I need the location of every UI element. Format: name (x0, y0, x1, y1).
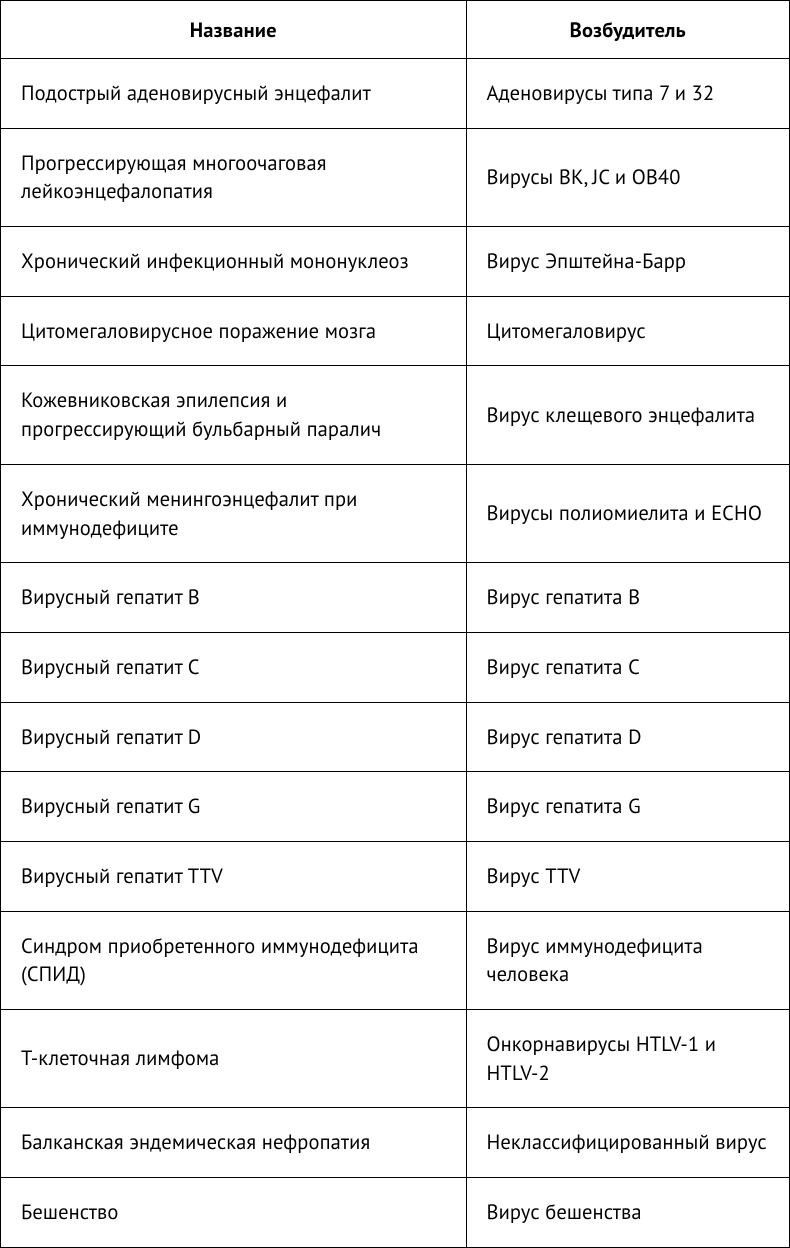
cell-pathogen: Вирусы полиомиелита и ECHO (466, 464, 790, 562)
cell-name: Бешенство (1, 1178, 467, 1248)
cell-pathogen: Вирус клещевого энцефалита (466, 366, 790, 464)
column-header-name: Название (1, 1, 467, 59)
table-row: Вирусный гепатит TTV Вирус TTV (1, 841, 790, 911)
cell-pathogen: Вирусы ВК, JC и ОВ40 (466, 128, 790, 226)
table-row: Вирусный гепатит В Вирус гепатита В (1, 563, 790, 633)
table-row: Вирусный гепатит D Вирус гепатита D (1, 702, 790, 772)
cell-name: Вирусный гепатит G (1, 772, 467, 842)
cell-name: Балканская эндемическая нефропатия (1, 1108, 467, 1178)
table-row: Т-клеточная лимфома Онкорнавирусы HTLV-1… (1, 1010, 790, 1108)
cell-pathogen: Вирус гепатита D (466, 702, 790, 772)
cell-pathogen: Аденовирусы типа 7 и 32 (466, 59, 790, 129)
cell-name: Синдром приобретенного иммунодефицита (С… (1, 911, 467, 1009)
cell-name: Хронический инфекционный мононуклеоз (1, 227, 467, 297)
cell-pathogen: Вирус TTV (466, 841, 790, 911)
cell-pathogen: Вирус иммунодефицита человека (466, 911, 790, 1009)
cell-pathogen: Вирус Эпштейна-Барр (466, 227, 790, 297)
table-row: Подострый аденовирусный энцефалит Аденов… (1, 59, 790, 129)
cell-name: Цитомегаловирусное поражение мозга (1, 296, 467, 366)
cell-name: Т-клеточная лимфома (1, 1010, 467, 1108)
disease-pathogen-table: Название Возбудитель Подострый аденовиру… (0, 0, 790, 1248)
table-row: Хронический инфекционный мононуклеоз Вир… (1, 227, 790, 297)
table-row: Цитомегаловирусное поражение мозга Цитом… (1, 296, 790, 366)
table-row: Балканская эндемическая нефропатия Некла… (1, 1108, 790, 1178)
table-row: Кожевниковская эпилепсия и прогрессирующ… (1, 366, 790, 464)
cell-name: Подострый аденовирусный энцефалит (1, 59, 467, 129)
cell-name: Вирусный гепатит В (1, 563, 467, 633)
table-row: Прогрессирующая многоочаговая лейкоэнцеф… (1, 128, 790, 226)
table-body: Подострый аденовирусный энцефалит Аденов… (1, 59, 790, 1248)
cell-name: Вирусный гепатит С (1, 632, 467, 702)
table-row: Хронический менингоэнцефалит при иммунод… (1, 464, 790, 562)
cell-pathogen: Онкорнавирусы HTLV-1 и HTLV-2 (466, 1010, 790, 1108)
table-row: Бешенство Вирус бешенства (1, 1178, 790, 1248)
cell-name: Хронический менингоэнцефалит при иммунод… (1, 464, 467, 562)
cell-pathogen: Неклассифицированный вирус (466, 1108, 790, 1178)
cell-name: Вирусный гепатит TTV (1, 841, 467, 911)
table-row: Синдром приобретенного иммунодефицита (С… (1, 911, 790, 1009)
cell-pathogen: Вирус гепатита G (466, 772, 790, 842)
cell-pathogen: Вирус гепатита В (466, 563, 790, 633)
cell-name: Прогрессирующая многоочаговая лейкоэнцеф… (1, 128, 467, 226)
table-row: Вирусный гепатит С Вирус гепатита С (1, 632, 790, 702)
cell-pathogen: Вирус гепатита С (466, 632, 790, 702)
table-row: Вирусный гепатит G Вирус гепатита G (1, 772, 790, 842)
cell-name: Вирусный гепатит D (1, 702, 467, 772)
column-header-pathogen: Возбудитель (466, 1, 790, 59)
header-row: Название Возбудитель (1, 1, 790, 59)
cell-pathogen: Вирус бешенства (466, 1178, 790, 1248)
cell-name: Кожевниковская эпилепсия и прогрессирующ… (1, 366, 467, 464)
cell-pathogen: Цитомегаловирус (466, 296, 790, 366)
table-header: Название Возбудитель (1, 1, 790, 59)
